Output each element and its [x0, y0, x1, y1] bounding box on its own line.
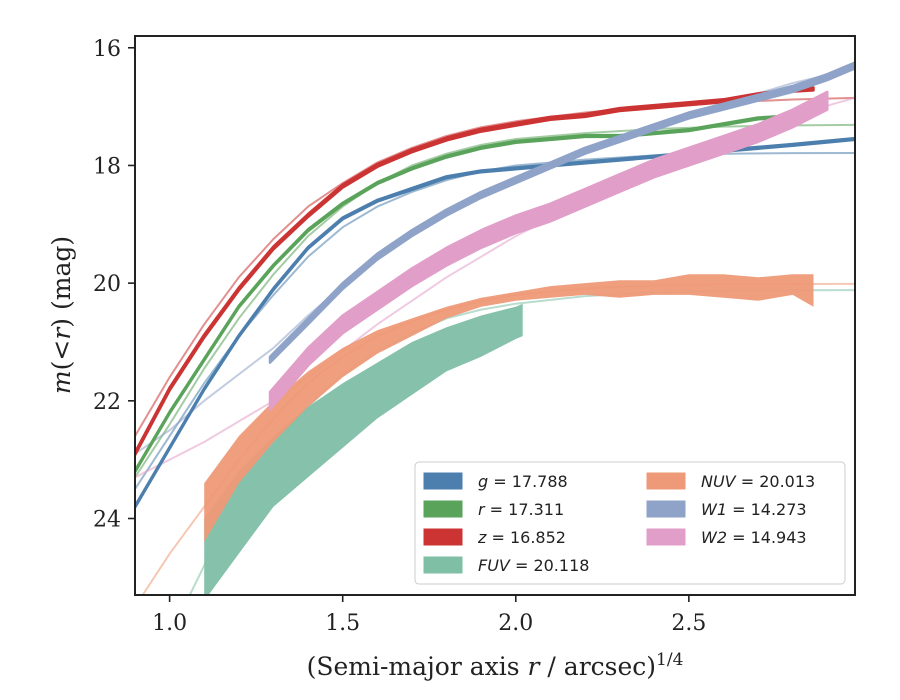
x-axis: 1.0 1.5 2.0 2.5	[152, 595, 706, 636]
profile-z	[135, 86, 815, 457]
legend-label: FUV = 20.118	[478, 556, 589, 575]
y-tick-label: 20	[93, 272, 121, 297]
model-curve-r	[135, 123, 855, 478]
x-tick-label: 1.5	[325, 611, 360, 636]
y-tick-label: 16	[93, 37, 121, 62]
legend-swatch	[646, 472, 686, 490]
legend-label: NUV = 20.013	[701, 472, 815, 491]
legend-item-w2: W2 = 14.943	[646, 528, 807, 547]
y-tick-label: 24	[93, 508, 121, 533]
plot-frame	[134, 35, 856, 596]
data-series	[135, 61, 855, 595]
legend-box	[414, 461, 846, 585]
legend-swatch	[646, 500, 686, 518]
profile-w1	[268, 61, 855, 364]
profile-g	[135, 136, 855, 509]
profile-w2	[268, 90, 829, 411]
legend-item-r: r = 17.311	[423, 500, 564, 519]
x-axis-label: (Semi-major axis r / arcsec)1/4	[307, 650, 684, 681]
x-tick-label: 1.0	[152, 611, 187, 636]
legend-item-w1: W1 = 14.273	[646, 500, 807, 519]
x-tick-label: 2.5	[671, 611, 706, 636]
legend-label: g = 17.788	[478, 472, 568, 491]
x-tick-label: 2.0	[498, 611, 533, 636]
legend: g = 17.788 r = 17.311 z = 16.852 FUV = 20.1…	[414, 461, 846, 585]
legend-item-nuv: NUV = 20.013	[646, 472, 815, 491]
legend-label: W2 = 14.943	[701, 528, 807, 547]
legend-item-g: g = 17.788	[423, 472, 568, 491]
band-fuv	[204, 303, 523, 595]
legend-label: r = 17.311	[478, 500, 564, 519]
legend-swatch	[423, 472, 463, 490]
legend-swatch	[423, 528, 463, 546]
y-tick-label: 22	[93, 390, 121, 415]
band-nuv	[204, 274, 814, 542]
legend-label: z = 16.852	[477, 528, 566, 547]
legend-label: W1 = 14.273	[701, 500, 807, 519]
legend-swatch	[423, 500, 463, 518]
legend-swatch	[646, 528, 686, 546]
y-axis: 16 18 20 22 24	[93, 37, 135, 533]
legend-item-fuv: FUV = 20.118	[423, 556, 589, 575]
y-tick-label: 18	[93, 154, 121, 179]
y-axis-label: m(<r) (mag)	[47, 236, 76, 394]
legend-item-z: z = 16.852	[423, 528, 566, 547]
legend-swatch	[423, 556, 463, 574]
